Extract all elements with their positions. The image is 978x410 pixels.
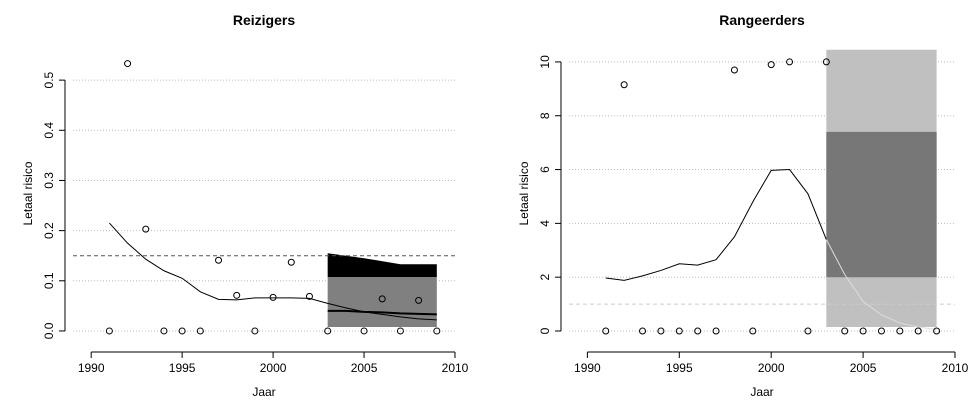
point — [767, 61, 775, 69]
point — [712, 327, 720, 335]
band — [327, 253, 437, 278]
forecast-line — [327, 309, 437, 316]
point — [124, 60, 132, 68]
y-tick-label: 8 — [538, 112, 552, 119]
x-tick-label: 1995 — [169, 361, 196, 375]
point — [105, 327, 113, 335]
point — [396, 327, 404, 335]
chart-title: Reizigers — [233, 12, 295, 28]
x-axis-label: Jaar — [252, 385, 275, 399]
point — [433, 327, 441, 335]
forecast-line — [825, 239, 937, 331]
y-tick-label: 0.0 — [42, 322, 56, 339]
point — [215, 256, 223, 264]
x-tick-label: 1995 — [666, 361, 693, 375]
point — [620, 81, 628, 89]
point — [251, 327, 259, 335]
point — [786, 58, 794, 66]
point — [877, 327, 885, 335]
point — [859, 327, 867, 335]
x-tick-label: 2010 — [942, 361, 969, 375]
x-tick-label: 1990 — [574, 361, 601, 375]
point — [142, 225, 150, 233]
point — [160, 327, 168, 335]
point — [657, 327, 665, 335]
y-tick-label: 6 — [538, 166, 552, 173]
point — [269, 293, 277, 301]
y-tick-label: 0.1 — [42, 272, 56, 289]
y-tick-label: 10 — [538, 55, 552, 69]
x-axis-label: Jaar — [750, 385, 773, 399]
trend-line — [605, 169, 827, 281]
y-tick-label: 0.5 — [42, 71, 56, 88]
point — [287, 258, 295, 266]
point — [933, 327, 941, 335]
point — [804, 327, 812, 335]
x-tick-label: 2005 — [351, 361, 378, 375]
point — [822, 58, 830, 66]
band — [826, 131, 937, 278]
point — [415, 296, 423, 304]
y-tick-label: 0.4 — [42, 122, 56, 139]
point — [324, 327, 332, 335]
point — [360, 327, 368, 335]
point — [196, 327, 204, 335]
x-tick-label: 2000 — [260, 361, 287, 375]
point — [178, 327, 186, 335]
y-tick-label: 4 — [538, 220, 552, 227]
point — [305, 292, 313, 300]
point — [896, 327, 904, 335]
point — [914, 327, 922, 335]
y-tick-label: 0.2 — [42, 222, 56, 239]
x-tick-label: 2000 — [758, 361, 785, 375]
x-tick-label: 2005 — [850, 361, 877, 375]
point — [639, 327, 647, 335]
point — [233, 291, 241, 299]
point — [602, 327, 610, 335]
point — [694, 327, 702, 335]
point — [378, 295, 386, 303]
point — [749, 327, 757, 335]
x-tick-label: 1990 — [78, 361, 105, 375]
y-axis-label: Letaal risico — [517, 161, 531, 225]
point — [730, 66, 738, 74]
point — [675, 327, 683, 335]
chart-title: Rangeerders — [719, 12, 805, 28]
trend-line — [109, 222, 437, 321]
x-tick-label: 2010 — [442, 361, 469, 375]
y-tick-label: 0.3 — [42, 172, 56, 189]
point — [841, 327, 849, 335]
y-axis-label: Letaal risico — [21, 161, 35, 225]
y-tick-label: 2 — [538, 274, 552, 281]
y-tick-label: 0 — [538, 327, 552, 334]
